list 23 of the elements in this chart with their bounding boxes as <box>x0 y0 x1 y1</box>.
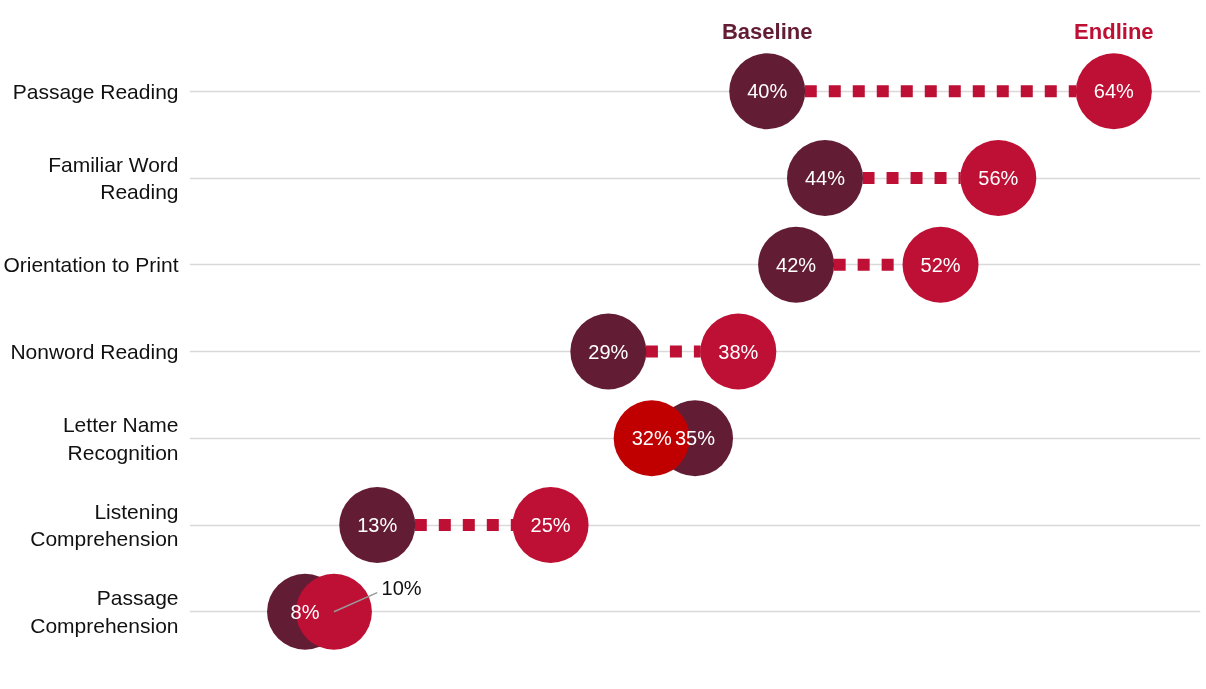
series-label: Endline <box>1074 18 1154 44</box>
data-label: 29% <box>588 340 629 363</box>
category-label: Familiar Word Reading <box>48 152 179 204</box>
category-label: Orientation to Print <box>3 253 179 277</box>
data-label: 8% <box>290 600 320 623</box>
data-label: 13% <box>357 514 398 537</box>
data-label: 25% <box>530 514 571 537</box>
category-label: Passage Comprehension <box>30 586 179 638</box>
data-label: 56% <box>978 167 1019 189</box>
data-label: 42% <box>776 253 817 276</box>
data-label: 32% <box>631 427 672 450</box>
category-label: Nonword Reading <box>10 340 179 364</box>
data-label: 35% <box>674 427 716 450</box>
series-label: Baseline <box>721 18 813 44</box>
data-label: 64% <box>1093 80 1135 103</box>
data-label: 44% <box>804 167 846 189</box>
data-label: 38% <box>718 340 759 363</box>
category-label: Letter Name Recognition <box>62 412 179 464</box>
data-label: 10% <box>381 577 422 600</box>
category-label: Listening Comprehension <box>30 499 179 551</box>
data-label: 40% <box>747 80 788 103</box>
data-label: 52% <box>920 253 961 276</box>
category-label: Passage Reading <box>12 79 179 103</box>
